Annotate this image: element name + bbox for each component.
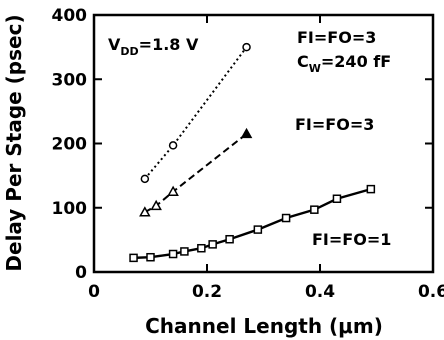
square-marker <box>281 213 291 223</box>
square-marker <box>129 253 138 263</box>
triangle-marker <box>167 185 179 196</box>
triangle-marker <box>139 206 151 217</box>
y-axis-title: Delay Per Stage (psec) <box>2 14 26 271</box>
series-dotted-circle <box>140 42 251 184</box>
square-marker <box>366 184 376 194</box>
series-line <box>144 46 248 180</box>
square-marker <box>332 194 342 204</box>
triangle-marker <box>240 127 253 139</box>
series-group <box>129 42 376 263</box>
square-marker <box>168 249 178 259</box>
dashed-series-label: FI=FO=3 <box>295 115 374 134</box>
dotted-series-label-line2: CW=240 fF <box>297 52 391 75</box>
square-marker <box>253 225 263 234</box>
series-dashed-triangle <box>139 127 253 217</box>
triangle-marker <box>150 199 162 211</box>
x-tick-label: 0.2 <box>192 282 222 302</box>
x-axis-title: Channel Length (μm) <box>145 314 383 338</box>
x-tick-label: 0.4 <box>305 282 335 302</box>
series-line <box>144 133 248 214</box>
x-tick-label: 0.6 <box>418 282 444 302</box>
y-tick-label: 300 <box>52 70 88 90</box>
y-tick-label: 0 <box>75 263 87 283</box>
square-marker <box>225 234 234 244</box>
circle-marker <box>242 42 251 52</box>
axis-ticks: 0 0.2 0.4 0.6 0 100 200 300 400 <box>52 6 444 302</box>
vdd-annotation: VDD=1.8 V <box>108 35 199 58</box>
y-tick-label: 200 <box>52 135 88 155</box>
y-tick-label: 400 <box>52 6 88 26</box>
solid-series-label: FI=FO=1 <box>312 230 391 249</box>
series-solid-square <box>129 184 376 263</box>
square-marker <box>146 252 155 262</box>
x-tick-label: 0 <box>88 282 100 302</box>
circle-marker <box>168 141 178 150</box>
square-marker <box>310 205 319 214</box>
dotted-series-label-line1: FI=FO=3 <box>297 28 376 47</box>
square-marker <box>180 247 189 256</box>
square-marker <box>197 243 206 253</box>
circle-marker <box>140 174 150 184</box>
square-marker <box>208 240 217 249</box>
y-tick-label: 100 <box>52 199 88 219</box>
